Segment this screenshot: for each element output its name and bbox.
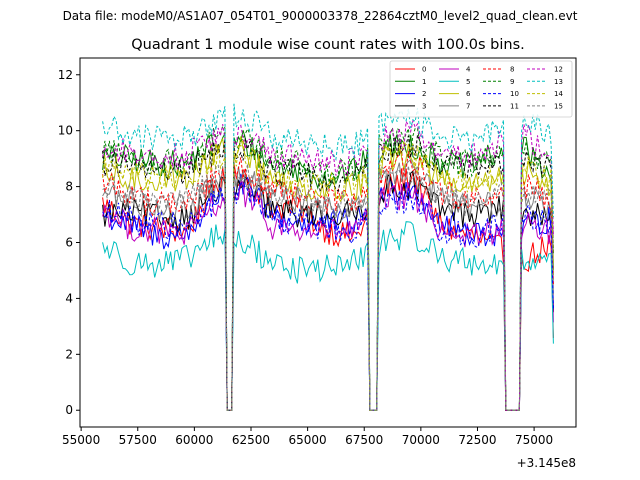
legend-label-13: 13 [554,78,563,86]
legend-label-11: 11 [510,102,519,110]
series-line-9 [102,125,554,411]
series-line-7 [102,158,554,411]
series-line-1 [102,130,554,411]
legend-label-5: 5 [466,78,470,86]
series-line-0 [102,163,554,411]
series-line-6 [102,136,554,411]
x-tick-label: 72500 [458,433,496,447]
y-tick-label: 12 [58,68,73,82]
x-axis: 55000 57500 60000 62500 65000 67500 70000 72500… [62,427,553,447]
x-tick-label: 67500 [345,433,383,447]
legend-label-15: 15 [554,102,563,110]
legend-box [389,60,573,118]
series-line-12 [102,119,554,411]
legend-label-10: 10 [510,90,519,98]
series-line-14 [102,139,554,411]
y-tick-label: 4 [65,291,73,305]
series-line-15 [102,163,554,411]
legend-label-2: 2 [422,90,426,98]
legend-label-12: 12 [554,66,563,74]
x-tick-label: 60000 [175,433,213,447]
series-line-8 [102,149,554,411]
y-tick-label: 10 [58,124,73,138]
legend-label-4: 4 [466,66,471,74]
legend-label-0: 0 [422,66,426,74]
y-axis: 0 2 4 6 8 10 12 [58,68,80,417]
y-tick-label: 0 [65,403,73,417]
legend-label-9: 9 [510,78,514,86]
series-layer [102,103,554,411]
x-tick-label: 70000 [402,433,440,447]
y-tick-label: 6 [65,236,73,250]
x-tick-label: 75000 [515,433,553,447]
legend-label-14: 14 [554,90,563,98]
series-line-5 [102,221,554,411]
legend-label-8: 8 [510,66,514,74]
x-offset-label: +3.145e8 [517,456,576,470]
legend-label-7: 7 [466,102,470,110]
x-tick-label: 65000 [289,433,327,447]
legend-label-6: 6 [466,90,471,98]
series-line-2 [102,173,554,411]
series-line-10 [102,182,554,411]
x-tick-label: 62500 [232,433,270,447]
y-tick-label: 2 [65,347,73,361]
legend-label-3: 3 [422,102,426,110]
x-tick-label: 57500 [119,433,157,447]
chart-title: Quadrant 1 module wise count rates with … [131,37,525,53]
series-line-13 [102,103,554,411]
y-tick-label: 8 [65,180,73,194]
legend-label-1: 1 [422,78,426,86]
chart-suptitle: Data file: modeM0/AS1A07_054T01_90000033… [63,9,578,23]
x-tick-label: 55000 [62,433,100,447]
